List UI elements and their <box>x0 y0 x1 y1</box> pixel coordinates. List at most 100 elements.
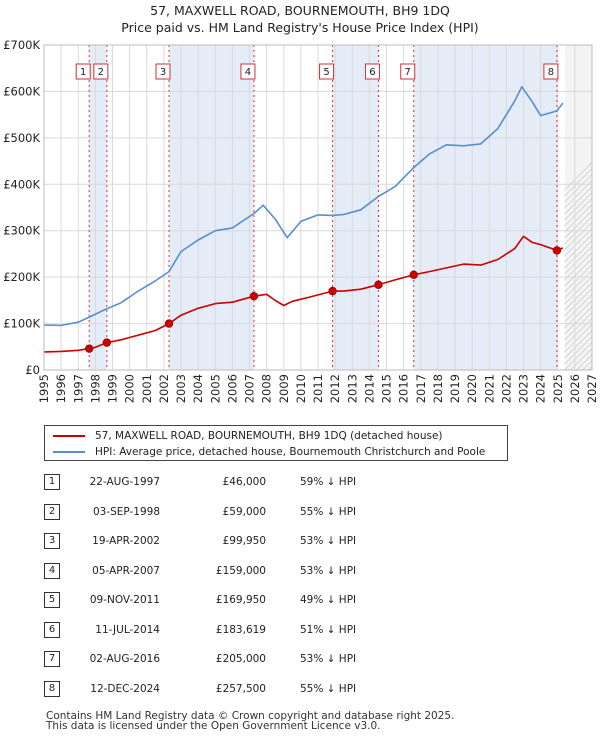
sale-price: £169,950 <box>215 594 266 606</box>
table-row: 8 12-DEC-2024 £257,500 55% ↓ HPI <box>44 679 464 699</box>
legend-label-property: 57, MAXWELL ROAD, BOURNEMOUTH, BH9 1DQ (… <box>95 430 443 442</box>
sale-marker-label-1: 1 <box>80 67 86 78</box>
x-tick-label: 2022 <box>499 374 513 403</box>
hatch-line <box>564 312 592 341</box>
hatch-line <box>564 198 592 227</box>
x-tick-label: 2008 <box>260 374 274 403</box>
sale-date: 03-SEP-1998 <box>92 505 160 518</box>
y-tick-label: £500K <box>3 131 40 145</box>
sale-date: 09-NOV-2011 <box>89 594 160 606</box>
legend-entry-hpi: HPI: Average price, detached house, Bour… <box>53 444 485 460</box>
sale-number-badge: 3 <box>44 533 60 549</box>
y-tick-label: £400K <box>3 177 40 191</box>
x-tick-label: 2026 <box>568 374 582 403</box>
sale-number-badge: 5 <box>44 592 60 608</box>
table-row: 3 19-APR-2002 £99,950 53% ↓ HPI <box>44 531 464 551</box>
x-tick-label: 1995 <box>37 374 51 403</box>
legend-entry-property: 57, MAXWELL ROAD, BOURNEMOUTH, BH9 1DQ (… <box>53 428 443 444</box>
hatch-line <box>564 186 592 215</box>
x-tick-label: 2014 <box>362 374 376 403</box>
sale-number-badge: 2 <box>44 503 60 520</box>
hatch-line <box>564 294 592 323</box>
footer-line-2: This data is licensed under the Open Gov… <box>46 720 381 732</box>
footer: Contains HM Land Registry data © Crown c… <box>46 710 455 732</box>
sale-marker-box-4 <box>240 63 256 80</box>
x-tick-label: 2005 <box>208 374 222 403</box>
sale-marker-box-8 <box>543 63 559 80</box>
footer-line-1: Contains HM Land Registry data © Crown c… <box>46 710 455 722</box>
sale-hpi-diff: 53% ↓ HPI <box>300 535 357 547</box>
y-tick-label: £100K <box>3 317 40 331</box>
hatch-line <box>564 288 592 317</box>
y-tick-label: £600K <box>3 84 40 98</box>
y-tick-label: £700K <box>3 38 40 52</box>
sale-point-8 <box>552 246 562 255</box>
hatch-line <box>564 192 592 221</box>
sale-marker-label-3: 3 <box>160 67 166 78</box>
x-tick-label: 1997 <box>71 374 85 403</box>
legend: 57, MAXWELL ROAD, BOURNEMOUTH, BH9 1DQ (… <box>44 425 508 461</box>
table-row: 5 09-NOV-2011 £169,950 49% ↓ HPI <box>44 590 464 610</box>
x-tick-label: 2020 <box>465 374 479 403</box>
sale-price: £183,619 <box>215 623 266 636</box>
x-tick-label: 2012 <box>328 374 342 403</box>
x-tick-label: 2006 <box>225 374 239 403</box>
x-tick-label: 2001 <box>140 374 154 403</box>
x-tick-label: 2000 <box>123 374 137 403</box>
x-axis-ticks: 1995 1996 1997 1998 1999 2000 2001 2002 2003 2004… <box>37 374 599 403</box>
ownership-band <box>169 45 254 370</box>
hatch-line <box>564 204 592 233</box>
table-row: 1 22-AUG-1997 £46,000 59% ↓ HPI <box>44 472 464 492</box>
sale-price: £205,000 <box>215 653 266 665</box>
sale-marker-label-5: 5 <box>323 67 329 78</box>
sale-marker-box-3 <box>155 63 171 80</box>
sale-point-2 <box>102 338 112 347</box>
x-tick-label: 2004 <box>191 374 205 403</box>
sale-date: 19-APR-2002 <box>92 535 160 547</box>
x-tick-label: 2015 <box>380 374 394 403</box>
sale-hpi-diff: 53% ↓ HPI <box>300 564 357 577</box>
legend-label-hpi: HPI: Average price, detached house, Bour… <box>95 446 486 458</box>
x-tick-label: 1999 <box>106 374 120 403</box>
legend-swatch-hpi <box>53 451 85 453</box>
chart-subtitle: Price paid vs. HM Land Registry's House … <box>121 20 479 35</box>
sale-marker-label-2: 2 <box>98 67 104 78</box>
legend-swatch-property <box>53 435 85 437</box>
sale-points <box>85 246 562 353</box>
sale-point-5 <box>328 286 337 296</box>
hatch-line <box>564 300 592 329</box>
hatch-line <box>564 306 592 335</box>
y-tick-label: £0 <box>25 363 40 377</box>
sale-price: £59,000 <box>222 505 266 518</box>
sale-price: £257,500 <box>215 682 266 695</box>
x-tick-label: 1998 <box>88 374 102 403</box>
x-tick-label: 1996 <box>54 374 68 403</box>
sale-price: £46,000 <box>222 476 266 488</box>
sale-date: 12-DEC-2024 <box>90 682 160 695</box>
sale-point-4 <box>249 291 259 301</box>
sale-marker-box-2 <box>93 63 109 80</box>
x-tick-label: 2021 <box>482 374 496 403</box>
sale-date: 05-APR-2007 <box>92 564 160 577</box>
x-tick-label: 2010 <box>294 374 308 403</box>
hatch-line <box>595 45 600 370</box>
sale-hpi-diff: 59% ↓ HPI <box>300 476 357 488</box>
sale-marker-box-6 <box>364 63 380 80</box>
table-row: 4 05-APR-2007 £159,000 53% ↓ HPI <box>44 561 464 581</box>
x-tick-label: 2017 <box>414 374 428 403</box>
y-tick-label: £200K <box>3 270 40 284</box>
sale-hpi-diff: 55% ↓ HPI <box>300 505 357 518</box>
sale-date: 02-AUG-2016 <box>89 653 160 665</box>
x-tick-label: 2016 <box>397 374 411 403</box>
forecast-hatch <box>564 45 600 370</box>
sale-hpi-diff: 51% ↓ HPI <box>300 623 357 636</box>
sale-date: 11-JUL-2014 <box>95 623 160 636</box>
sale-number-badge: 8 <box>44 680 60 697</box>
y-tick-label: £300K <box>3 224 40 238</box>
chart-title: 57, MAXWELL ROAD, BOURNEMOUTH, BH9 1DQ <box>150 3 450 18</box>
hpi-series-line <box>43 86 564 327</box>
sale-number-badge: 1 <box>44 474 60 490</box>
x-tick-label: 2003 <box>174 374 188 403</box>
sale-markers: 1 2 3 4 5 6 7 8 <box>75 63 559 80</box>
ownership-bands <box>89 45 557 370</box>
